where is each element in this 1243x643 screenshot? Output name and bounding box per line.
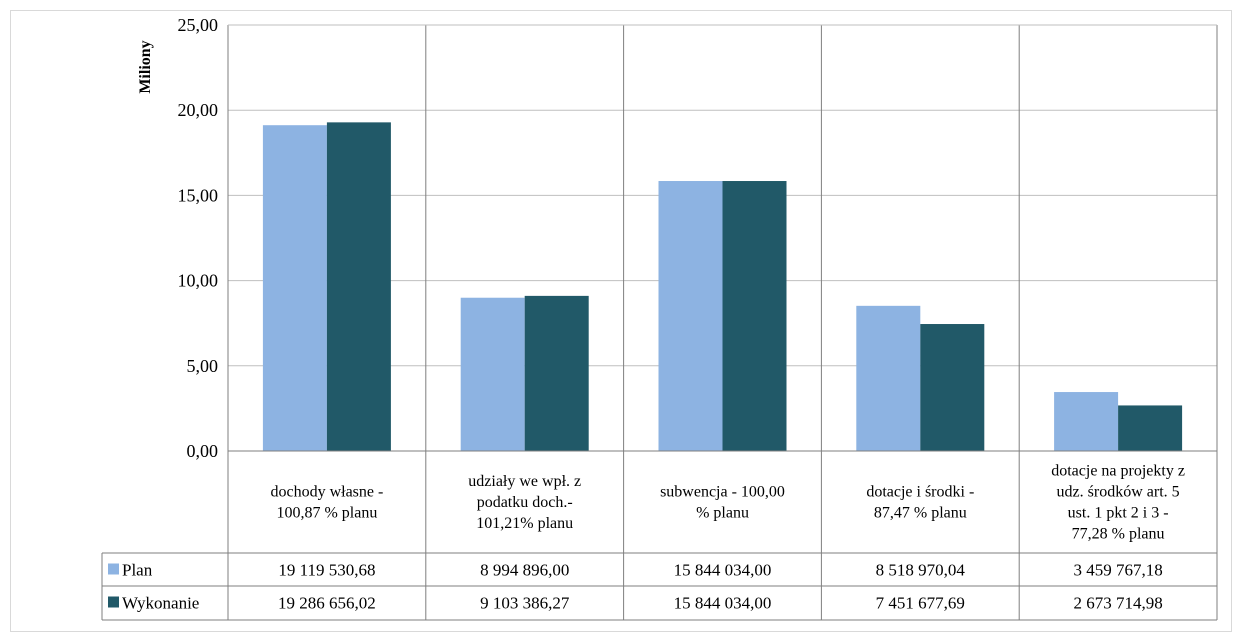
legend-label-plan: Plan [122,561,153,580]
y-tick-label: 15,00 [178,185,219,205]
legend-swatch-plan [108,563,119,575]
table-value-plan: 8 518 970,04 [876,561,966,580]
category-label: 100,87 % planu [276,505,377,522]
category-label: udziały we wpł. z [468,473,581,490]
category-label: % planu [696,505,749,522]
category-label: udz. środków art. 5 [1057,484,1180,501]
table-value-plan: 19 119 530,68 [278,561,375,580]
y-tick-label: 20,00 [178,100,219,120]
category-label: ust. 1 pkt 2 i 3 - [1068,505,1169,522]
category-label: dotacje na projekty z [1051,463,1185,480]
y-tick-label: 10,00 [178,271,219,291]
table-value-wykonanie: 2 673 714,98 [1073,594,1162,613]
table-value-wykonanie: 15 844 034,00 [674,594,772,613]
legend-swatch-wykonanie [108,596,119,608]
y-axis-title: Miliony [137,40,154,93]
category-label: dotacje i środki - [866,484,974,501]
category-label: dochody własne - [270,484,383,501]
table-value-wykonanie: 19 286 656,02 [278,594,376,613]
y-tick-label: 0,00 [187,441,219,461]
bar-plan-3 [856,305,921,451]
y-tick-label: 5,00 [187,356,219,376]
category-label: 87,47 % planu [874,505,967,522]
chart-frame [10,10,1232,632]
bar-plan-1 [460,297,525,451]
category-label: subwencja - 100,00 [660,484,785,501]
table-value-wykonanie: 9 103 386,27 [480,594,570,613]
table-value-plan: 8 994 896,00 [480,561,569,580]
bar-plan-0 [262,125,327,452]
bar-wykonanie-4 [1118,405,1183,451]
bar-wykonanie-3 [920,324,985,451]
bar-wykonanie-1 [524,295,589,451]
category-label: 77,28 % planu [1072,526,1165,543]
bar-wykonanie-0 [326,122,391,452]
table-value-wykonanie: 7 451 677,69 [876,594,965,613]
category-label: podatku doch.- [477,494,573,511]
category-label: 101,21% planu [476,515,573,532]
bar-wykonanie-2 [722,181,787,452]
y-tick-label: 25,00 [178,15,219,35]
table-value-plan: 15 844 034,00 [674,561,772,580]
table-value-plan: 3 459 767,18 [1073,561,1162,580]
bar-plan-2 [658,181,723,452]
bar-plan-4 [1054,392,1119,451]
legend-label-wykonanie: Wykonanie [122,594,199,613]
